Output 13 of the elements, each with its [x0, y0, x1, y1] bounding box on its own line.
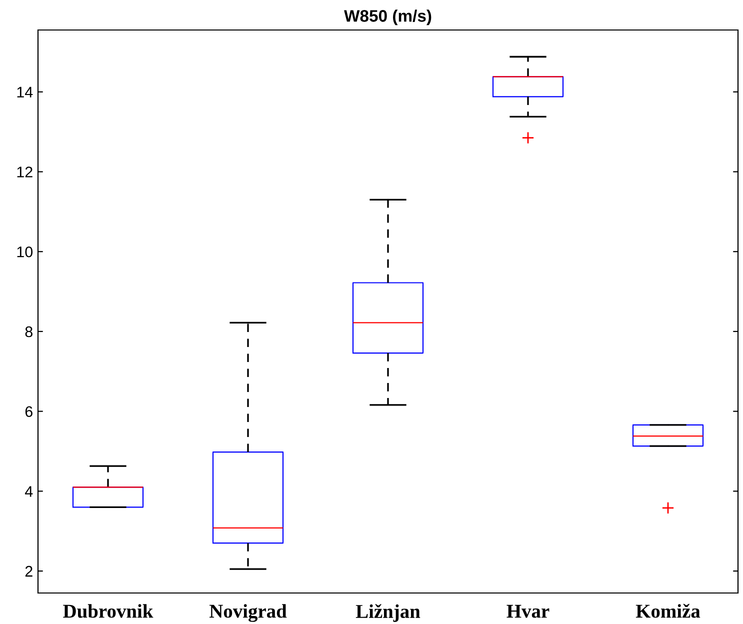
x-tick-label: Dubrovnik [63, 604, 154, 618]
y-tick-label: 10 [17, 246, 33, 258]
x-tick-label: Ližnjan [356, 604, 420, 622]
x-tick-label: Hvar [506, 604, 550, 618]
y-tick-label: 12 [17, 166, 32, 178]
y-tick-label: 4 [24, 486, 33, 497]
x-tick-label: Novigrad [209, 604, 287, 622]
x-tick-label: Komiža [636, 604, 700, 618]
y-tick-label: 6 [25, 406, 32, 418]
y-tick-label: 8 [25, 326, 32, 338]
y-tick-label: 2 [25, 566, 32, 577]
y-tick-label: 14 [17, 86, 33, 98]
chart-title: W850 (m/s) [344, 10, 432, 26]
